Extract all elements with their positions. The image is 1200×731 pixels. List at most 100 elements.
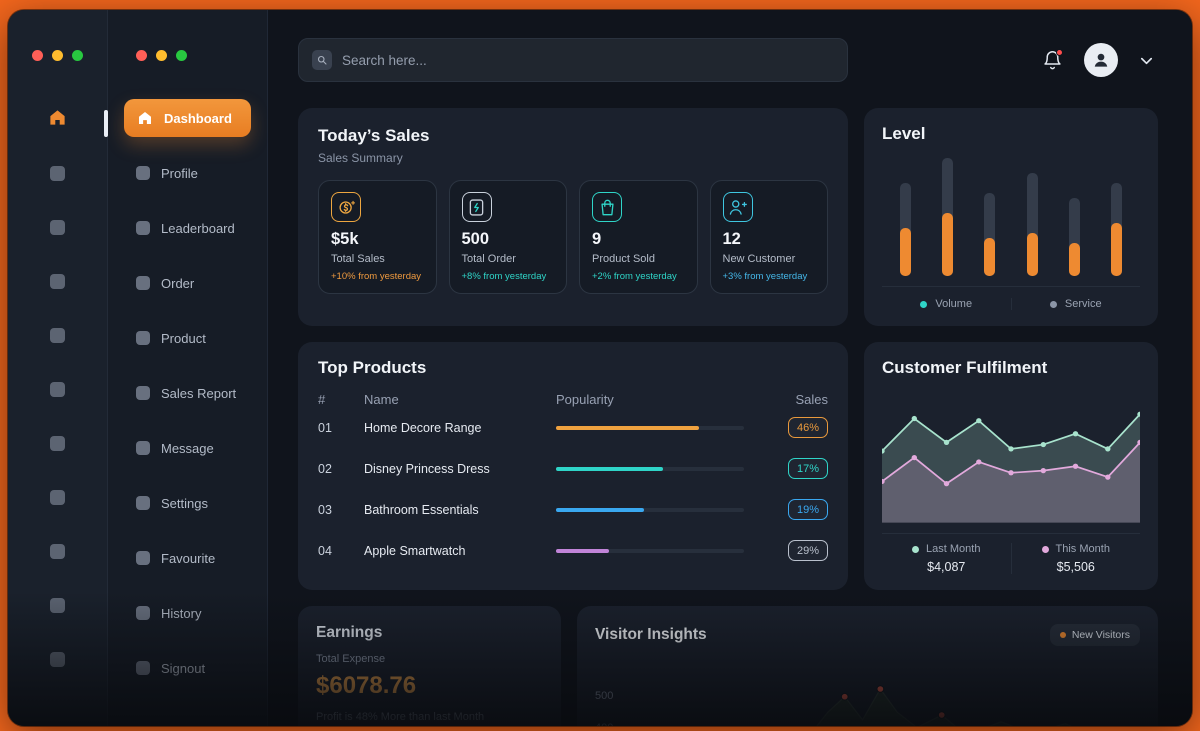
sidebar-item-label: Dashboard <box>164 110 232 126</box>
search-bar[interactable] <box>298 38 848 82</box>
card-title: Top Products <box>318 358 427 377</box>
sidebar-item-sales-report[interactable]: Sales Report <box>108 374 267 412</box>
product-name: Disney Princess Dress <box>364 461 490 476</box>
sidebar-item-order[interactable]: Order <box>108 264 267 302</box>
fulfilment-chart <box>882 411 1140 523</box>
sidebar-item-history[interactable]: History <box>108 594 267 632</box>
sales-badge: 17% <box>787 458 828 479</box>
rail-item-placeholder-icon[interactable] <box>50 652 65 667</box>
minimize-window-button[interactable] <box>52 50 63 61</box>
legend-value: $5,506 <box>1056 560 1095 574</box>
y-tick: 500 <box>595 690 614 702</box>
sidebar-item-product[interactable]: Product <box>108 319 267 357</box>
signout-icon <box>136 661 150 675</box>
sidebar-item-label: Sales Report <box>161 385 237 401</box>
sidebar-item-profile[interactable]: Profile <box>108 154 267 192</box>
stat-label: Total Order <box>461 253 516 265</box>
rail-item-placeholder-icon[interactable] <box>50 490 65 505</box>
table-header: # Name Popularity Sales <box>318 392 828 407</box>
col-header-name: Name <box>364 392 399 407</box>
sidebar-item-leaderboard[interactable]: Leaderboard <box>108 209 267 247</box>
product-name: Home Decore Range <box>364 420 482 435</box>
legend-label: Volume <box>935 298 973 310</box>
chip-label: New Visitors <box>1071 629 1130 641</box>
table-row[interactable]: 03 Bathroom Essentials 19% <box>318 489 828 530</box>
stat-value: $5k <box>331 230 359 248</box>
sidebar-item-label: Product <box>161 330 206 346</box>
card-title: Today’s Sales <box>318 126 430 145</box>
rail-item-placeholder-icon[interactable] <box>50 544 65 559</box>
sales-badge: 29% <box>787 540 828 561</box>
sidebar-item-label: History <box>161 605 202 621</box>
product-name: Apple Smartwatch <box>364 543 466 558</box>
card-title: Earnings <box>316 624 383 641</box>
close-window-button[interactable] <box>136 50 147 61</box>
rail-item-placeholder-icon[interactable] <box>50 220 65 235</box>
search-input[interactable] <box>342 52 834 68</box>
rail-item-placeholder-icon[interactable] <box>50 382 65 397</box>
sidebar-item-message[interactable]: Message <box>108 429 267 467</box>
topbar <box>298 38 1158 82</box>
active-item-indicator <box>104 110 108 137</box>
sidebar-item-favourite[interactable]: Favourite <box>108 539 267 577</box>
todays-sales-card: Today’s Sales Sales Summary $5k Total Sa… <box>298 108 848 326</box>
row-id: 04 <box>318 543 332 558</box>
card-title: Customer Fulfilment <box>882 358 1048 377</box>
history-icon <box>136 606 150 620</box>
popularity-bar <box>556 507 744 512</box>
service-legend-dot <box>1049 300 1057 308</box>
sidebar-item-label: Message <box>161 440 214 456</box>
stat-label: Product Sold <box>592 253 655 265</box>
stat-tile-total-sales[interactable]: $5k Total Sales +10% from yesterday <box>318 180 437 294</box>
rail-item-placeholder-icon[interactable] <box>50 328 65 343</box>
visitor-insights-card: Visitor Insights New Visitors 500 400 <box>577 606 1158 726</box>
rail-item-placeholder-icon[interactable] <box>50 436 65 451</box>
home-icon[interactable] <box>48 107 67 127</box>
maximize-window-button[interactable] <box>72 50 83 61</box>
maximize-window-button[interactable] <box>176 50 187 61</box>
product-name: Bathroom Essentials <box>364 502 479 517</box>
traffic-lights <box>8 50 107 61</box>
rail-item-placeholder-icon[interactable] <box>50 274 65 289</box>
stat-value: 12 <box>722 230 741 248</box>
order-icon <box>136 276 150 290</box>
stat-tile-total-order[interactable]: 500 Total Order +8% from yesterday <box>448 180 567 294</box>
stat-delta: +10% from yesterday <box>331 271 422 282</box>
stat-tile-product-sold[interactable]: 9 Product Sold +2% from yesterday <box>579 180 698 294</box>
popularity-bar <box>556 548 744 553</box>
legend-value: $4,087 <box>927 560 966 574</box>
minimize-window-button[interactable] <box>156 50 167 61</box>
rail-item-placeholder-icon[interactable] <box>50 598 65 613</box>
y-axis: 500 400 <box>595 662 613 726</box>
new-visitors-chip: New Visitors <box>1049 624 1140 646</box>
chevron-down-icon[interactable] <box>1139 53 1154 68</box>
user-plus-icon <box>722 192 753 222</box>
table-row[interactable]: 01 Home Decore Range 46% <box>318 407 828 448</box>
sidebar-item-signout[interactable]: Signout <box>108 649 267 687</box>
card-subtitle: Sales Summary <box>318 151 403 165</box>
icon-rail <box>8 10 108 726</box>
avatar[interactable] <box>1084 43 1118 77</box>
earnings-amount: $6078.76 <box>316 672 417 699</box>
app-window: Dashboard Profile Leaderboard Order Prod… <box>8 10 1192 726</box>
product-icon <box>136 331 150 345</box>
card-title: Visitor Insights <box>595 626 707 643</box>
close-window-button[interactable] <box>32 50 43 61</box>
sidebar-item-label: Profile <box>161 165 198 181</box>
card-subtitle: Total Expense <box>316 653 386 665</box>
col-header-sales: Sales <box>795 392 828 407</box>
table-row[interactable]: 04 Apple Smartwatch 29% <box>318 530 828 571</box>
table-row[interactable]: 02 Disney Princess Dress 17% <box>318 448 828 489</box>
sidebar: Dashboard Profile Leaderboard Order Prod… <box>108 10 268 726</box>
sidebar-item-settings[interactable]: Settings <box>108 484 267 522</box>
rail-item-placeholder-icon[interactable] <box>50 166 65 181</box>
level-card: Level Volume Service <box>864 108 1158 326</box>
stat-tile-new-customer[interactable]: 12 New Customer +3% from yesterday <box>709 180 828 294</box>
new-visitors-dot <box>1059 632 1066 638</box>
notifications-button[interactable] <box>1042 48 1063 71</box>
order-invoice-icon <box>461 192 492 222</box>
home-icon <box>137 110 153 126</box>
favourite-icon <box>136 551 150 565</box>
last-month-legend-dot <box>912 545 920 553</box>
sidebar-item-dashboard[interactable]: Dashboard <box>124 99 251 137</box>
